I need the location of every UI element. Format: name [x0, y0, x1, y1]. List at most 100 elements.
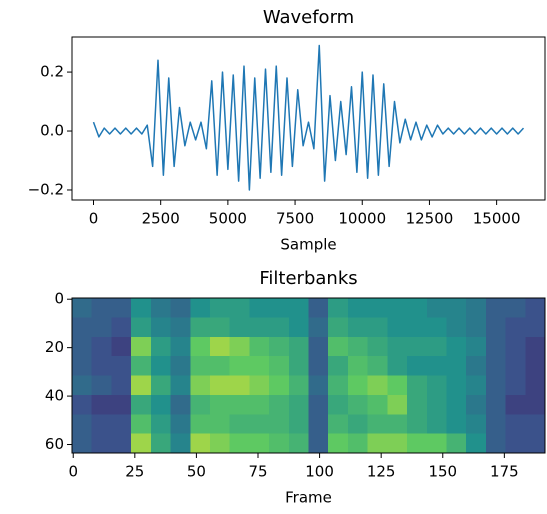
heatmap-cell [328, 414, 349, 435]
heatmap-cell [131, 356, 152, 376]
heatmap-cell [91, 317, 112, 338]
y-tick-label: 20 [45, 338, 64, 356]
heatmap-cell [308, 414, 329, 435]
heatmap-cell [308, 298, 329, 318]
heatmap-cell [407, 336, 428, 357]
heatmap-cell [446, 414, 467, 435]
heatmap-cell [209, 336, 231, 357]
heatmap-cell [269, 317, 290, 338]
x-tick-label: 125 [367, 463, 396, 481]
heatmap-cell [446, 317, 467, 338]
heatmap-cell [367, 356, 388, 376]
heatmap-cell [347, 336, 369, 357]
heatmap-cell [190, 336, 211, 357]
heatmap-cell [190, 298, 211, 318]
heatmap-cell [249, 433, 270, 454]
heatmap-cell [288, 433, 309, 454]
heatmap-cell [190, 433, 211, 454]
heatmap-cell [485, 356, 507, 376]
heatmap-cell [111, 356, 132, 376]
heatmap-cell [466, 356, 487, 376]
heatmap-cell [269, 394, 290, 415]
heatmap-cell [170, 414, 191, 435]
heatmap-cell [525, 356, 546, 376]
heatmap-cell [525, 414, 546, 435]
x-tick-label: 100 [305, 463, 334, 481]
heatmap-cell [308, 317, 329, 338]
heatmap-cell [150, 317, 172, 338]
heatmap-cell [505, 317, 526, 338]
heatmap-cell [209, 317, 231, 338]
x-tick-label: 50 [187, 463, 206, 481]
heatmap-cell [466, 414, 487, 435]
heatmap-cell [190, 317, 211, 338]
heatmap-cell [407, 317, 428, 338]
heatmap-cell [466, 298, 487, 318]
heatmap-cell [387, 356, 408, 376]
heatmap-cell [446, 433, 467, 454]
heatmap-cell [150, 356, 172, 376]
y-tick-label: 0 [54, 290, 64, 308]
heatmap-cell [91, 433, 112, 454]
heatmap-cell [249, 356, 270, 376]
heatmap-cell [150, 375, 172, 396]
heatmap-cell [170, 317, 191, 338]
heatmap-cell [269, 414, 290, 435]
heatmap-cell [446, 375, 467, 396]
y-tick-label: 60 [45, 435, 64, 453]
heatmap-cell [308, 356, 329, 376]
heatmap-cell [131, 336, 152, 357]
heatmap-cell [466, 433, 487, 454]
heatmap-cell [131, 298, 152, 318]
heatmap-cell [328, 394, 349, 415]
heatmap-cell [505, 394, 526, 415]
heatmap-cell [407, 375, 428, 396]
heatmap-cell [288, 375, 309, 396]
heatmap-cell [347, 433, 369, 454]
heatmap-cell [347, 375, 369, 396]
heatmap-cell [190, 414, 211, 435]
x-axis-label: Frame [285, 489, 332, 507]
heatmap-cell [131, 433, 152, 454]
heatmap-cell [505, 298, 526, 318]
x-tick-label: 0 [68, 463, 78, 481]
heatmap-cell [367, 433, 388, 454]
heatmap-cell [525, 375, 546, 396]
heatmap-cell [505, 433, 526, 454]
heatmap-cell [328, 298, 349, 318]
heatmap-cell [72, 394, 93, 415]
heatmap-cell [308, 336, 329, 357]
heatmap-cell [111, 394, 132, 415]
heatmap-cell [111, 414, 132, 435]
x-tick-label: 150 [428, 463, 457, 481]
heatmap-cell [387, 375, 408, 396]
y-tick-label: 0.2 [40, 63, 64, 81]
heatmap-cell [131, 414, 152, 435]
heatmap-cell [91, 375, 112, 396]
heatmap-cell [209, 356, 231, 376]
heatmap-cell [407, 433, 428, 454]
heatmap-cell [72, 298, 93, 318]
heatmap-cell [209, 375, 231, 396]
heatmap-cell [288, 414, 309, 435]
heatmap-cell [505, 336, 526, 357]
heatmap-cell [525, 394, 546, 415]
y-tick-label: −0.2 [28, 180, 64, 198]
heatmap-cell [328, 336, 349, 357]
heatmap-cell [249, 414, 270, 435]
heatmap-cell [288, 394, 309, 415]
heatmap-cell [367, 414, 388, 435]
heatmap-cell [407, 298, 428, 318]
heatmap-cell [249, 298, 270, 318]
x-tick-label: 10000 [338, 210, 386, 228]
heatmap-cell [525, 336, 546, 357]
heatmap-cell [466, 375, 487, 396]
heatmap-cell [347, 298, 369, 318]
heatmap-cell [150, 394, 172, 415]
heatmap-cell [347, 356, 369, 376]
heatmap-cell [209, 394, 231, 415]
heatmap-cell [288, 336, 309, 357]
heatmap-cell [72, 375, 93, 396]
heatmap-cell [170, 375, 191, 396]
